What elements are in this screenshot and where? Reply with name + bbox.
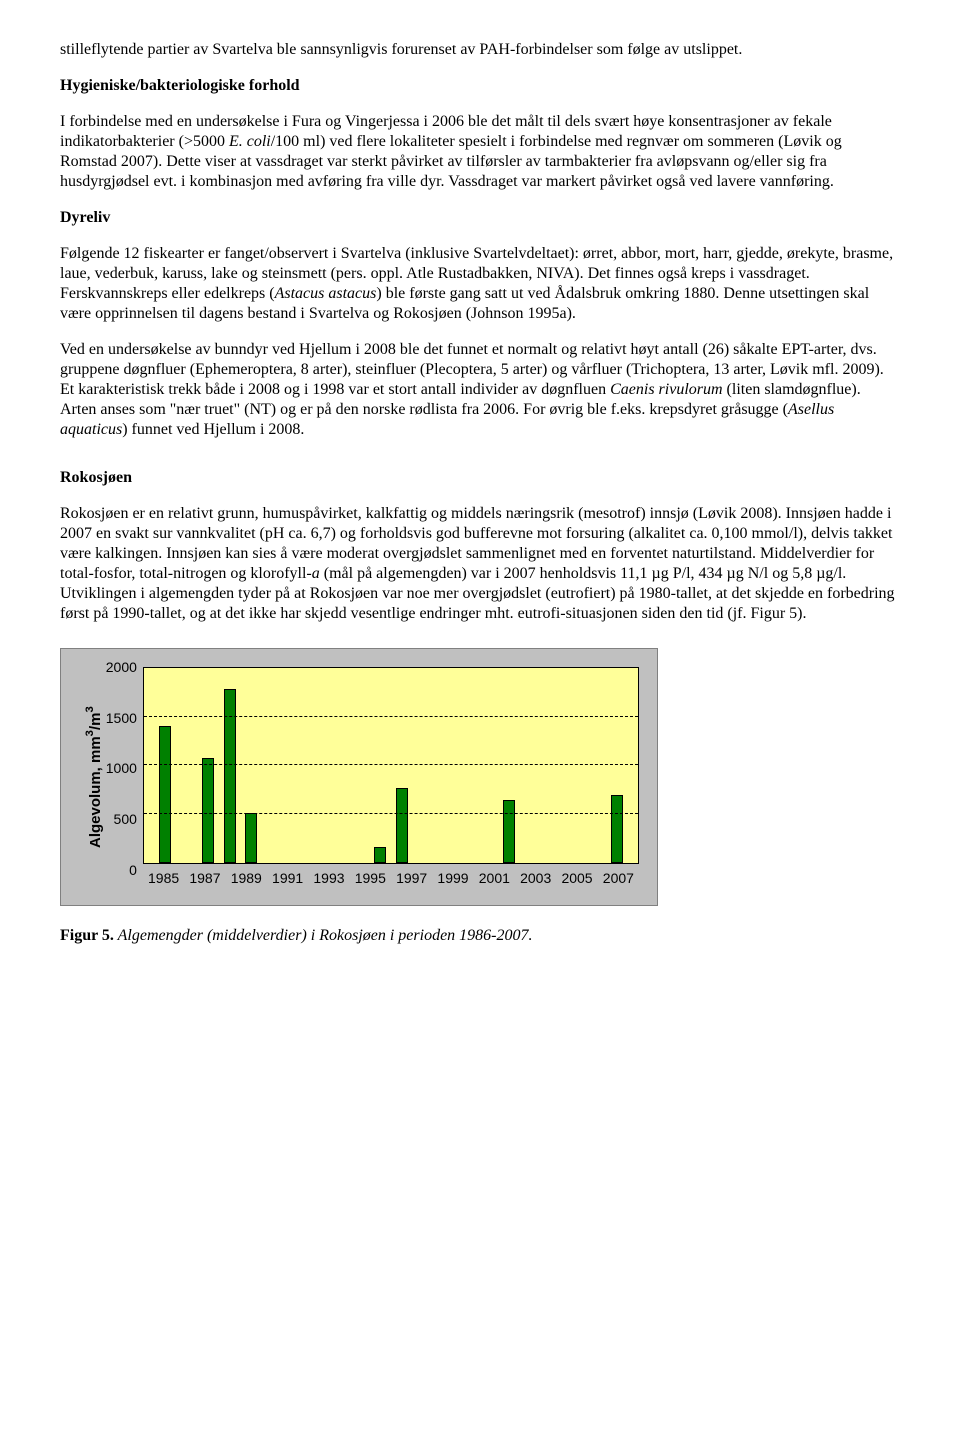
inline-heading: Dyreliv — [60, 209, 110, 226]
x-tick-label: 1995 — [350, 870, 391, 888]
y-tick-label: 0 — [129, 862, 137, 880]
figure-caption: Figur 5. Algemengder (middelverdier) i R… — [60, 926, 900, 946]
body-paragraph: Rokosjøen er en relativt grunn, humuspåv… — [60, 504, 900, 624]
bar — [159, 726, 171, 862]
figure-number: Figur 5. — [60, 927, 114, 944]
species-name: Caenis rivulorum — [610, 381, 722, 398]
gridline — [144, 764, 638, 765]
body-paragraph: Dyreliv — [60, 208, 900, 228]
x-tick-label: 1991 — [267, 870, 308, 888]
text: ) funnet ved Hjellum i 2008. — [122, 421, 304, 438]
y-tick-label: 1000 — [106, 760, 137, 778]
gridline — [144, 667, 638, 668]
y-tick-label: 2000 — [106, 659, 137, 677]
y-axis-title-sup: 3 — [84, 730, 96, 736]
x-tick-label: 1987 — [184, 870, 225, 888]
plot-area — [143, 667, 639, 864]
section-heading: Rokosjøen — [60, 468, 900, 488]
chart-plot-wrap: Algevolum, mm3/m3 2000150010005000 19851… — [79, 667, 639, 887]
x-tick-label: 2001 — [474, 870, 515, 888]
x-tick-label: 1993 — [308, 870, 349, 888]
bars-layer — [144, 668, 638, 863]
gridline — [144, 716, 638, 717]
y-axis-title-text: Algevolum, mm — [87, 736, 104, 848]
inline-heading: Hygieniske/bakteriologiske forhold — [60, 77, 300, 94]
y-axis-title-sup: 3 — [84, 706, 96, 712]
x-tick-label: 2007 — [598, 870, 639, 888]
y-axis-title: Algevolum, mm3/m3 — [79, 667, 106, 887]
y-axis-ticks: 2000 1500 1000 500 0 — [106, 659, 143, 879]
x-tick-label: 1997 — [391, 870, 432, 888]
y-axis-title-text: /m — [87, 712, 104, 730]
bar — [611, 795, 623, 862]
bar — [245, 813, 257, 863]
body-paragraph: Ved en undersøkelse av bunndyr ved Hjell… — [60, 340, 900, 440]
x-axis-ticks: 1985198719891991199319951997199920012003… — [143, 870, 639, 888]
body-paragraph: I forbindelse med en undersøkelse i Fura… — [60, 112, 900, 192]
bar — [503, 800, 515, 862]
species-name: Astacus astacus — [275, 285, 377, 302]
text-italic: a — [312, 565, 320, 582]
body-paragraph: Hygieniske/bakteriologiske forhold — [60, 76, 900, 96]
y-tick-label: 500 — [114, 811, 137, 829]
x-tick-label: 1999 — [432, 870, 473, 888]
y-tick-label: 1500 — [106, 710, 137, 728]
chart-panel: Algevolum, mm3/m3 2000150010005000 19851… — [60, 648, 658, 906]
x-tick-label: 1985 — [143, 870, 184, 888]
bar — [374, 847, 386, 863]
species-name: E. coli — [229, 133, 271, 150]
x-tick-label: 1989 — [226, 870, 267, 888]
bar — [202, 758, 214, 862]
body-paragraph: Følgende 12 fiskearter er fanget/observe… — [60, 244, 900, 324]
bar — [396, 788, 408, 863]
x-tick-label: 2005 — [556, 870, 597, 888]
figure-caption-text: Algemengder (middelverdier) i Rokosjøen … — [114, 927, 533, 944]
gridline — [144, 813, 638, 814]
x-tick-label: 2003 — [515, 870, 556, 888]
body-paragraph: stilleflytende partier av Svartelva ble … — [60, 40, 900, 60]
